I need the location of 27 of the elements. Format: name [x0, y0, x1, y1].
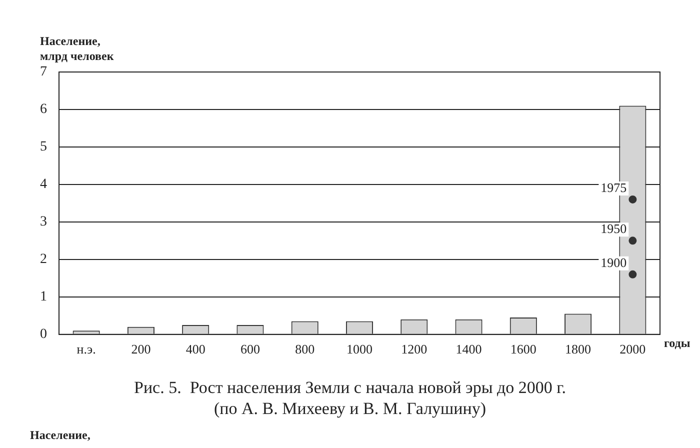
series-label: 1900 — [600, 254, 627, 270]
x-tick-label: 800 — [295, 342, 315, 357]
x-tick-label: 1600 — [510, 342, 536, 357]
series-label: 1950 — [600, 221, 627, 236]
y-tick-label: 5 — [40, 140, 47, 155]
y-tick-label: 4 — [40, 177, 47, 192]
x-tick-label: н.э. — [76, 342, 96, 357]
series-label: 1975 — [600, 180, 627, 195]
x-tick-label: 1200 — [401, 342, 428, 357]
x-axis-title: годы — [664, 336, 690, 351]
text: (по А. В. Михееву и В. М. Галушину) — [212, 399, 488, 419]
y-tick-label: 1 — [40, 290, 47, 305]
y-tick-label: 2 — [40, 252, 47, 268]
x-tick-label: 1000 — [346, 342, 372, 357]
text: Рис. 5. Рост населения Земли с начала новой эры до 2000 г. — [133, 378, 567, 398]
x-tick-label: 400 — [186, 342, 206, 357]
y-tick-label: 0 — [40, 327, 47, 342]
x-tick-label: 1800 — [565, 342, 592, 357]
x-tick-label: 2000 — [620, 342, 646, 357]
y-tick-label: 7 — [40, 64, 47, 80]
y-axis-title: Население, млрд человек — [40, 34, 114, 64]
x-tick-label: 600 — [240, 342, 260, 357]
y-tick-label: 6 — [40, 102, 47, 118]
text: Население, — [30, 428, 90, 443]
x-tick-label: 200 — [131, 342, 151, 357]
x-tick-label: 1400 — [456, 342, 482, 357]
y-tick-label: 3 — [40, 214, 47, 230]
